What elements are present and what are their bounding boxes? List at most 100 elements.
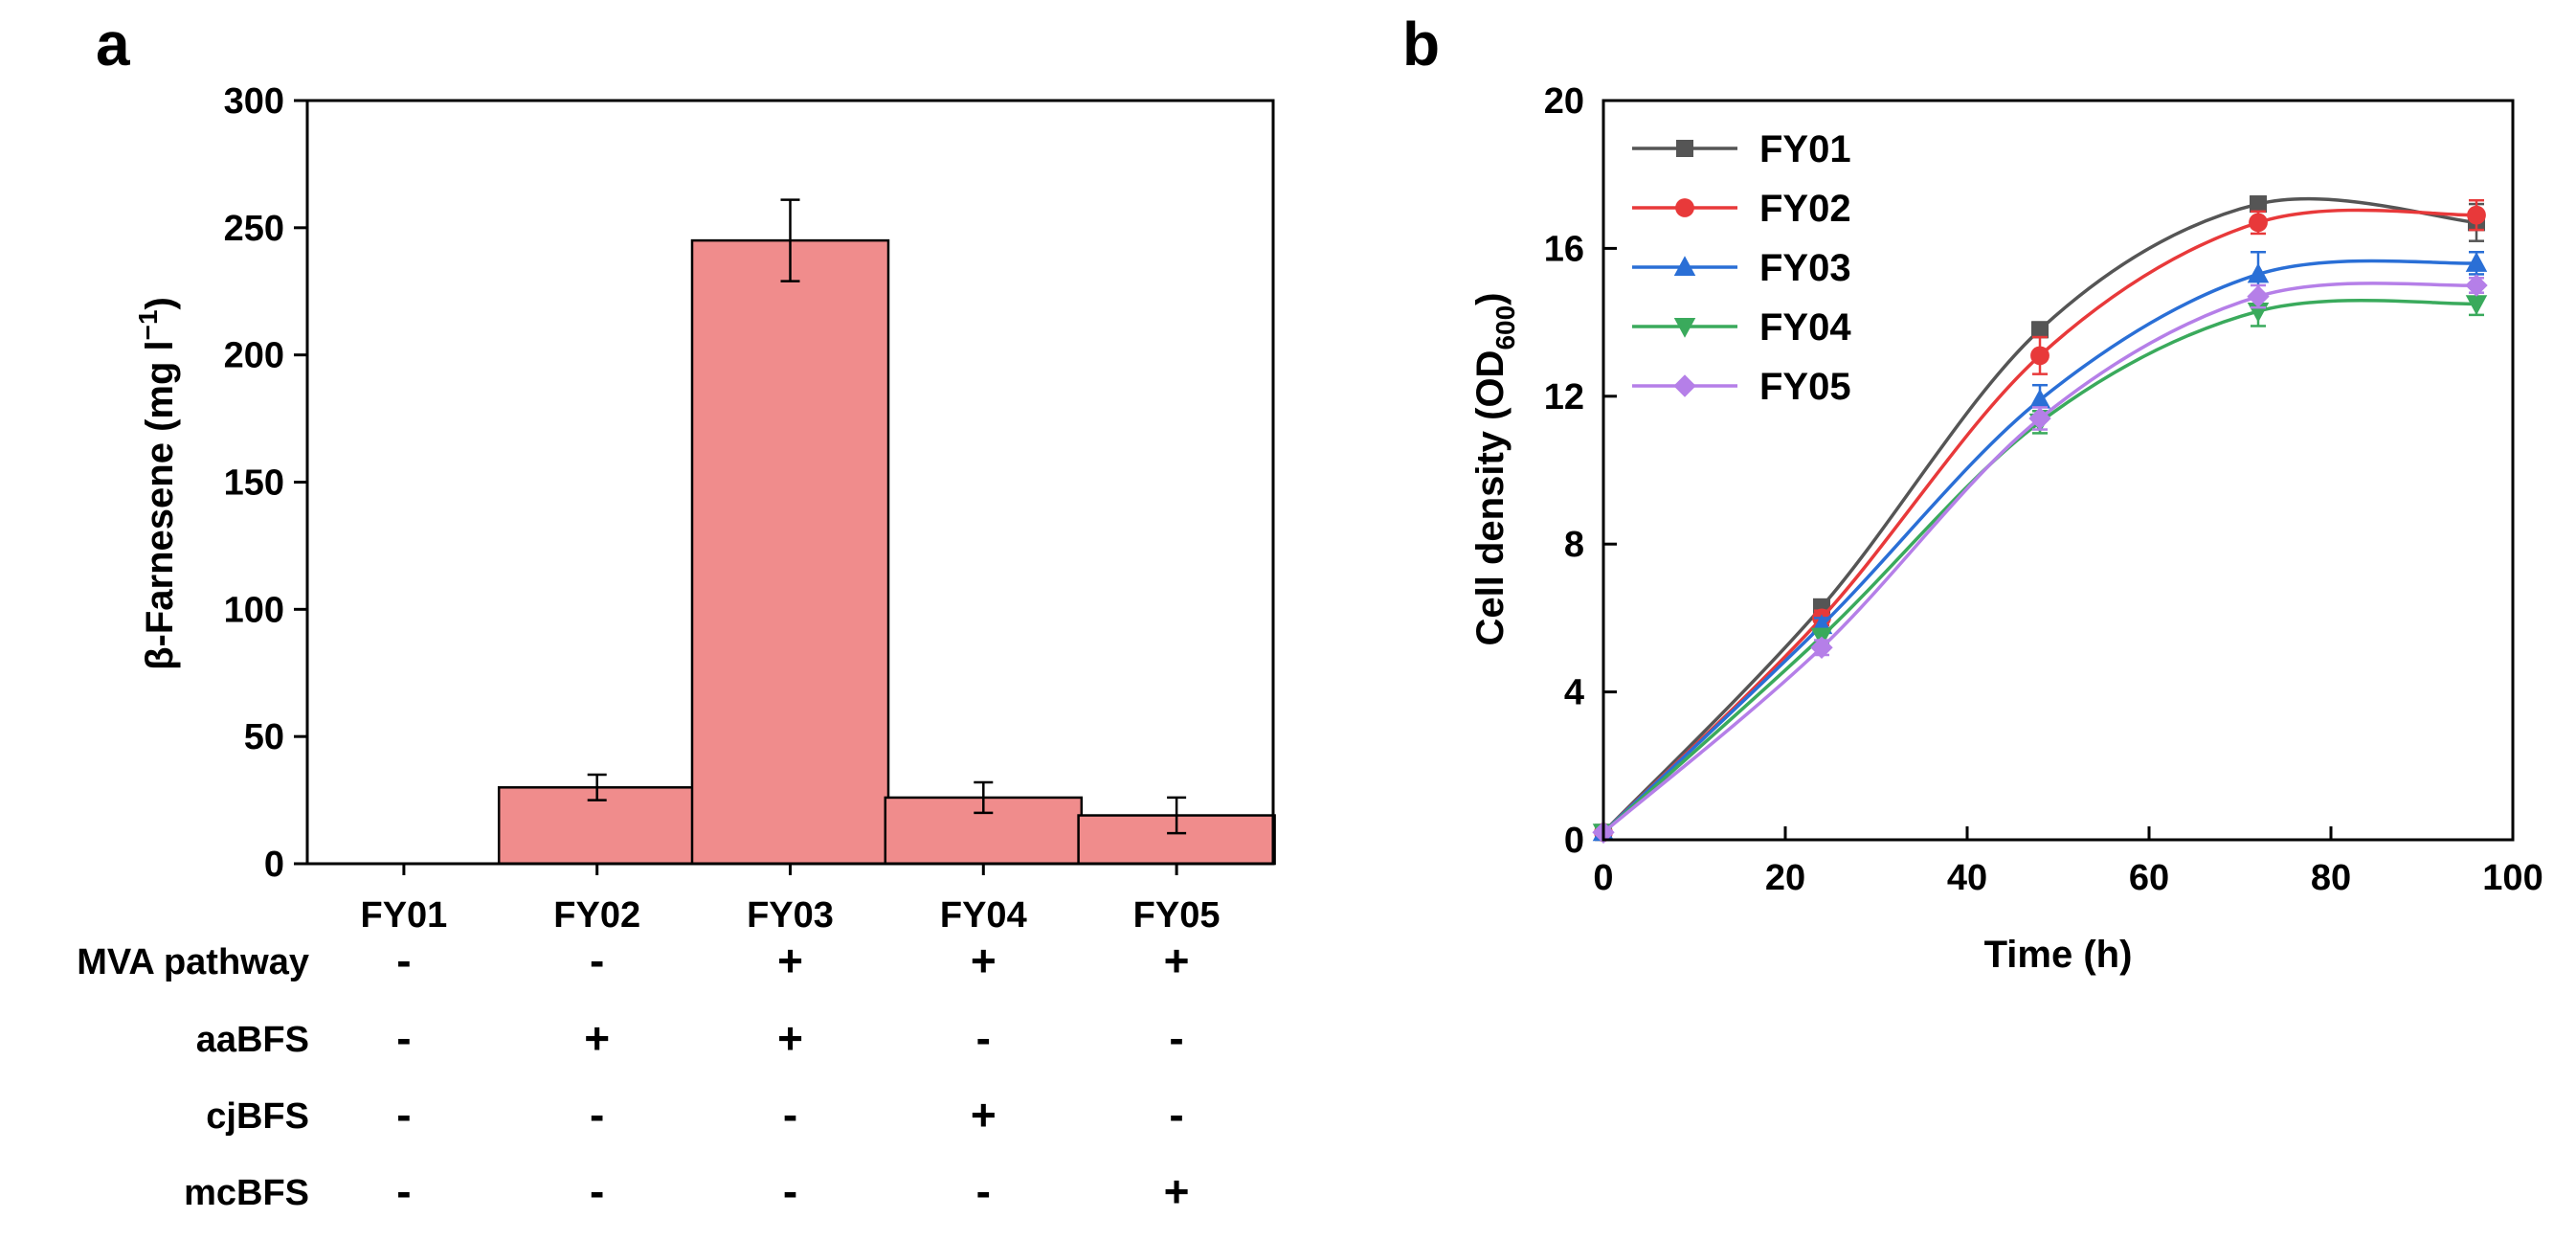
- series-fy05: [1592, 274, 2488, 844]
- y-tick-label: 200: [224, 336, 284, 376]
- y-tick-label: 150: [224, 463, 284, 504]
- condition-minus: -: [976, 1166, 991, 1216]
- legend-label: FY03: [1759, 247, 1851, 289]
- line-series: [1592, 195, 2488, 844]
- condition-label: mcBFS: [184, 1173, 309, 1213]
- legend-marker: [1673, 256, 1696, 276]
- y-title-close: ): [1469, 293, 1512, 305]
- y-tick-label: 250: [224, 209, 284, 249]
- x-tick-label: 60: [2129, 858, 2169, 898]
- bar-marks: [497, 198, 1276, 866]
- data-point: [2247, 262, 2270, 283]
- legend-label: FY04: [1759, 306, 1851, 349]
- data-point: [2465, 295, 2488, 315]
- condition-table: MVA pathway - - + + + aaBFS - + + - - cjBFS - - - + - mcBF…: [77, 936, 1189, 1216]
- y-tick-label: 4: [1564, 673, 1584, 713]
- data-point: [2028, 407, 2051, 430]
- data-point: [2467, 205, 2486, 225]
- y-title-close: ): [139, 297, 181, 309]
- condition-minus: -: [783, 1166, 797, 1216]
- y-tick-label: 50: [244, 717, 284, 757]
- condition-plus: +: [971, 936, 997, 985]
- data-point: [1810, 636, 1833, 659]
- y-tick-label: 16: [1544, 229, 1584, 269]
- condition-minus: -: [396, 1090, 411, 1139]
- data-point: [2030, 346, 2050, 366]
- legend-marker: [1673, 374, 1696, 397]
- condition-plus: +: [777, 1013, 803, 1063]
- series-fy02: [1594, 198, 2486, 843]
- y-tick-label: 0: [1564, 821, 1584, 861]
- line-chart-plot-frame: [1602, 99, 2515, 842]
- line-chart-panel-b: 0 4 8 12 16 20 0 20 40 60 80 100 Cell density (OD6…: [1469, 81, 2543, 976]
- legend-marker: [1675, 198, 1694, 217]
- x-tick-label: 100: [2482, 858, 2542, 898]
- condition-minus: -: [590, 1090, 604, 1139]
- panel-a-label: a: [96, 10, 130, 79]
- series-line: [1602, 208, 2477, 834]
- condition-minus: -: [590, 1166, 604, 1216]
- data-point: [2249, 213, 2268, 233]
- condition-plus: +: [584, 1013, 610, 1063]
- legend-marker: [1676, 140, 1693, 157]
- condition-label: cjBFS: [206, 1096, 309, 1137]
- data-point: [2247, 284, 2270, 308]
- condition-plus: +: [971, 1090, 997, 1139]
- condition-minus: -: [396, 936, 411, 985]
- y-tick-label: 20: [1544, 81, 1584, 122]
- legend-label: FY02: [1759, 188, 1851, 230]
- series-line: [1602, 196, 2477, 834]
- bar-chart-x-ticks: FY01 FY02 FY03 FY04 FY05: [360, 864, 1221, 936]
- x-tick-label: 0: [1593, 858, 1613, 898]
- line-chart-y-ticks: 0 4 8 12 16 20: [1544, 81, 1617, 861]
- x-tick-label: 20: [1765, 858, 1805, 898]
- series-line: [1602, 259, 2477, 834]
- series-fy01: [1595, 195, 2485, 842]
- y-tick-label: 12: [1544, 377, 1584, 417]
- condition-minus: -: [976, 1013, 991, 1063]
- condition-plus: +: [1164, 1166, 1190, 1216]
- x-tick-label: FY03: [747, 895, 834, 936]
- data-point: [2465, 274, 2488, 297]
- line-chart-x-ticks: 0 20 40 60 80 100: [1593, 826, 2543, 898]
- condition-plus: +: [777, 936, 803, 985]
- condition-minus: -: [396, 1013, 411, 1063]
- data-point: [2250, 195, 2267, 214]
- x-tick-label: FY02: [553, 895, 640, 936]
- y-title-main: Cell density (OD: [1469, 350, 1512, 646]
- bar-fy03: [690, 238, 890, 866]
- y-tick-label: 0: [264, 845, 284, 885]
- x-tick-label: FY05: [1133, 895, 1221, 936]
- data-point: [2028, 388, 2051, 409]
- legend: FY01 FY02 FY03 FY04 FY05: [1632, 128, 1851, 408]
- series-line: [1602, 298, 2477, 834]
- condition-minus: -: [783, 1090, 797, 1139]
- series-fy04: [1592, 291, 2488, 844]
- legend-label: FY01: [1759, 128, 1851, 170]
- condition-minus: -: [396, 1166, 411, 1216]
- line-chart-y-axis-title: Cell density (OD600): [1469, 293, 1520, 646]
- condition-plus: +: [1164, 936, 1190, 985]
- line-chart-x-axis-title: Time (h): [1984, 934, 2133, 976]
- y-tick-label: 8: [1564, 525, 1584, 565]
- condition-label: MVA pathway: [77, 942, 309, 982]
- legend-marker: [1673, 318, 1696, 338]
- condition-minus: -: [590, 936, 604, 985]
- x-tick-label: 40: [1947, 858, 1987, 898]
- legend-label: FY05: [1759, 366, 1851, 408]
- condition-minus: -: [1169, 1013, 1183, 1063]
- condition-minus: -: [1169, 1090, 1183, 1139]
- x-tick-label: FY04: [940, 895, 1027, 936]
- data-point: [2031, 321, 2049, 339]
- y-tick-label: 100: [224, 590, 284, 630]
- bar-chart-y-ticks: 0 50 100 150 200 250 300: [224, 81, 307, 885]
- panel-b-label: b: [1402, 10, 1440, 79]
- condition-label: aaBFS: [196, 1020, 309, 1060]
- x-tick-label: 80: [2311, 858, 2351, 898]
- y-title-superscript: −1: [133, 309, 163, 340]
- y-tick-label: 300: [224, 81, 284, 122]
- series-line: [1602, 282, 2477, 834]
- y-title-subscript: 600: [1490, 305, 1520, 350]
